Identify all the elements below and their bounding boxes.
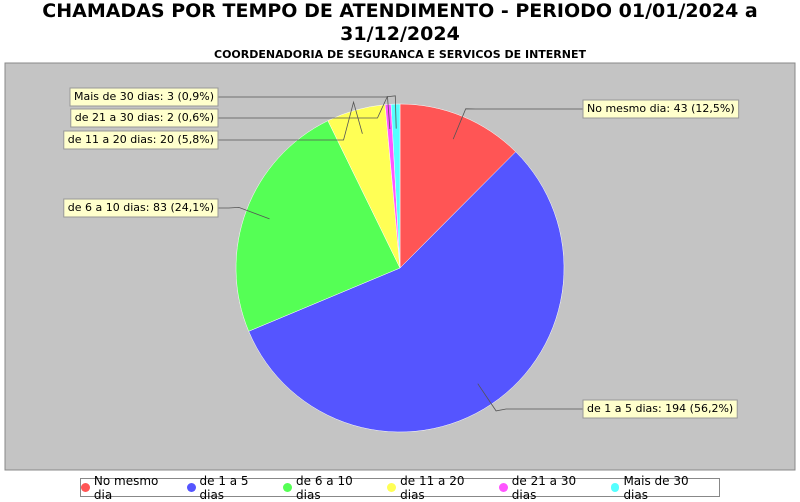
label-link (218, 95, 397, 129)
data-label-text: Mais de 30 dias: 3 (0,9%) (74, 90, 214, 103)
label-link (452, 108, 583, 140)
data-label-box (582, 99, 740, 119)
label-link (477, 383, 583, 412)
data-label: de 21 a 30 dias: 2 (0,6%) (70, 108, 219, 128)
legend-swatch (283, 483, 293, 492)
data-label-text: de 1 a 5 dias: 194 (56,2%) (587, 402, 733, 415)
data-label-text: de 11 a 20 dias: 20 (5,8%) (68, 133, 214, 146)
legend-item: de 21 a 30 dias (498, 473, 604, 502)
data-label: de 1 a 5 dias: 194 (56,2%) (582, 399, 738, 419)
legend-swatch (387, 483, 397, 492)
legend-swatch (80, 483, 90, 492)
chart-title: CHAMADAS POR TEMPO DE ATENDIMENTO - PERI… (42, 0, 758, 45)
data-label: de 6 a 10 dias: 83 (24,1%) (63, 198, 219, 218)
data-label-box (63, 198, 219, 218)
legend-item: Mais de 30 dias (610, 473, 716, 502)
legend-item: de 6 a 10 dias (283, 474, 380, 502)
data-label: Mais de 30 dias: 3 (0,9%) (69, 87, 219, 107)
legend-item: No mesmo dia (80, 473, 180, 502)
legend-label: de 21 a 30 dias (511, 473, 577, 502)
chart-subtitle: COORDENADORIA DE SEGURANCA E SERVICOS DE… (214, 48, 586, 61)
legend-item: de 11 a 20 dias (387, 474, 492, 502)
data-label: de 11 a 20 dias: 20 (5,8%) (63, 130, 219, 150)
legend-swatch (498, 483, 508, 492)
label-link (218, 96, 391, 129)
data-label: No mesmo dia: 43 (12,5%) (582, 99, 740, 119)
legend-label: de 1 a 5 dias (199, 473, 249, 502)
legend: No mesmo dia de 1 a 5 dias de 6 a 10 dias d… (80, 474, 720, 502)
legend-label: Mais de 30 dias (623, 473, 689, 502)
data-label-box (582, 399, 738, 419)
legend-label: de 6 a 10 dias (296, 473, 353, 502)
legend-label: de 11 a 20 dias (400, 473, 465, 502)
data-label-text: de 21 a 30 dias: 2 (0,6%) (75, 111, 214, 124)
label-link (218, 206, 270, 220)
data-label-box (69, 87, 219, 107)
legend-swatch (610, 483, 620, 492)
legend-swatch (186, 483, 196, 492)
data-label-text: de 6 a 10 dias: 83 (24,1%) (68, 201, 214, 214)
legend-item: de 1 a 5 dias (186, 473, 277, 502)
legend-label: No mesmo dia (93, 473, 159, 502)
data-label-box (63, 130, 219, 150)
data-label-text: No mesmo dia: 43 (12,5%) (587, 102, 735, 115)
data-label-box (70, 108, 219, 128)
